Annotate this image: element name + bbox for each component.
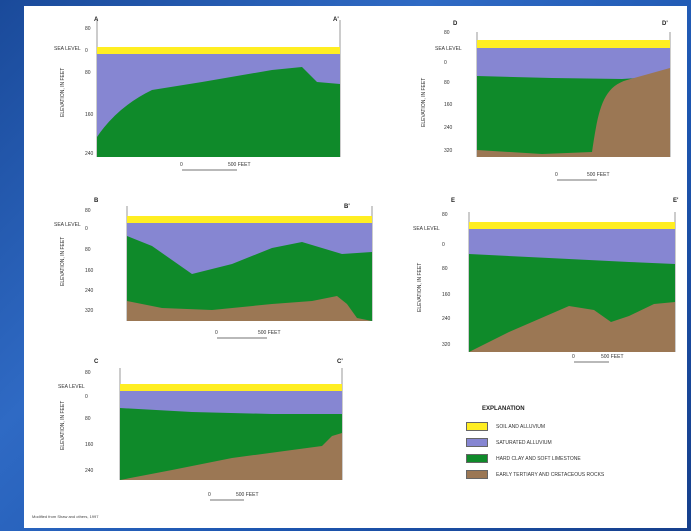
cross-section-d: D D' SEA LEVEL ELEVATION, IN FEET 80 0 8… — [421, 12, 677, 182]
tick-label: 80 — [85, 208, 91, 214]
sea-level-label: SEA LEVEL — [435, 46, 462, 52]
tick-label: 0 — [444, 60, 447, 66]
tick-label: 0 — [85, 394, 88, 400]
tick-label: 80 — [444, 30, 450, 36]
legend-swatch — [466, 454, 488, 463]
legend-label: HARD CLAY AND SOFT LIMESTONE — [496, 456, 581, 462]
tick-label: 80 — [85, 416, 91, 422]
section-start-label: C — [94, 359, 99, 365]
section-start-label: A — [94, 17, 99, 23]
legend-swatch — [466, 422, 488, 431]
section-end-label: D' — [662, 21, 668, 27]
cross-section-b: B B' SEA LEVEL ELEVATION, IN FEET 80 0 8… — [54, 196, 373, 346]
legend-item-limestone: HARD CLAY AND SOFT LIMESTONE — [466, 454, 656, 464]
scale-distance-label: 500 FEET — [228, 162, 251, 168]
scale-distance-label: 500 FEET — [258, 330, 281, 336]
limestone-layer — [127, 236, 372, 321]
tick-label: 240 — [85, 288, 94, 294]
legend-item-bedrock: EARLY TERTIARY AND CRETACEOUS ROCKS — [466, 470, 656, 480]
tick-label: 320 — [444, 148, 453, 154]
legend-swatch — [466, 438, 488, 447]
scale-zero-label: 0 — [180, 162, 183, 168]
tick-label: 240 — [85, 468, 94, 474]
section-end-label: C' — [337, 359, 343, 365]
legend-item-soil: SOIL AND ALLUVIUM — [466, 422, 656, 432]
bedrock-layer — [127, 296, 372, 321]
bedrock-layer — [477, 68, 670, 157]
cross-section-e: E E' SEA LEVEL ELEVATION, IN FEET 80 0 8… — [413, 192, 681, 363]
legend-label: SATURATED ALLUVIUM — [496, 440, 552, 446]
tick-label: 0 — [85, 226, 88, 232]
tick-label: 160 — [85, 268, 94, 274]
tick-label: 160 — [85, 442, 94, 448]
tick-label: 160 — [85, 112, 94, 118]
tick-label: 160 — [444, 102, 453, 108]
tick-label: 80 — [85, 370, 91, 376]
sea-level-label: SEA LEVEL — [413, 226, 440, 232]
soil-layer — [120, 384, 342, 391]
legend-title: EXPLANATION — [482, 406, 525, 412]
elevation-axis-label: ELEVATION, IN FEET — [60, 68, 66, 117]
tick-label: 240 — [442, 316, 451, 322]
scale-distance-label: 500 FEET — [236, 492, 259, 498]
bedrock-layer — [120, 433, 342, 480]
elevation-axis-label: ELEVATION, IN FEET — [417, 263, 423, 312]
tick-label: 80 — [85, 26, 91, 32]
tick-label: 80 — [444, 80, 450, 86]
cross-section-c: C C' SEA LEVEL ELEVATION, IN FEET 80 0 8… — [58, 358, 352, 503]
cross-section-d-graphic: D D' SEA LEVEL ELEVATION, IN FEET 80 0 8… — [421, 21, 671, 181]
limestone-layer — [97, 67, 340, 157]
source-credit: Modified from Shaw and others, 1997 — [32, 514, 99, 519]
scale-zero-label: 0 — [572, 354, 575, 360]
section-start-label: E — [451, 198, 455, 204]
legend-label: EARLY TERTIARY AND CRETACEOUS ROCKS — [496, 472, 605, 478]
elevation-axis-label: ELEVATION, IN FEET — [421, 78, 427, 127]
legend-swatch — [466, 470, 488, 479]
section-start-label: B — [94, 198, 99, 204]
tick-label: 320 — [85, 308, 94, 314]
tick-label: 320 — [442, 342, 451, 348]
scale-distance-label: 500 FEET — [587, 172, 610, 178]
bedrock-layer — [469, 302, 675, 352]
cross-section-a-graphic: A A' SEA LEVEL ELEVATION, IN FEET 80 0 8… — [54, 17, 341, 171]
sea-level-label: SEA LEVEL — [54, 46, 81, 52]
tick-label: 80 — [85, 70, 91, 76]
elevation-axis-label: ELEVATION, IN FEET — [60, 237, 66, 286]
tick-label: 80 — [85, 247, 91, 253]
soil-layer — [477, 40, 670, 48]
soil-layer — [97, 47, 340, 54]
elevation-axis-label: ELEVATION, IN FEET — [60, 401, 66, 450]
soil-layer — [127, 216, 372, 223]
tick-label: 0 — [442, 242, 445, 248]
section-end-label: E' — [673, 198, 679, 204]
cross-section-e-graphic: E E' SEA LEVEL ELEVATION, IN FEET 80 0 8… — [413, 198, 679, 363]
scale-zero-label: 0 — [555, 172, 558, 178]
legend: EXPLANATION SOIL AND ALLUVIUM SATURATED … — [436, 406, 656, 486]
sea-level-label: SEA LEVEL — [54, 222, 81, 228]
cross-section-a: A A' SEA LEVEL ELEVATION, IN FEET 80 0 8… — [54, 12, 342, 182]
section-start-label: D — [453, 21, 458, 27]
tick-label: 240 — [85, 151, 94, 157]
section-end-label: A' — [333, 17, 339, 23]
tick-label: 160 — [442, 292, 451, 298]
tick-label: 240 — [444, 125, 453, 131]
cross-section-b-graphic: B B' SEA LEVEL ELEVATION, IN FEET 80 0 8… — [54, 198, 373, 339]
scale-zero-label: 0 — [208, 492, 211, 498]
legend-label: SOIL AND ALLUVIUM — [496, 424, 545, 430]
slide: A A' SEA LEVEL ELEVATION, IN FEET 80 0 8… — [24, 6, 687, 528]
scale-distance-label: 500 FEET — [601, 354, 624, 360]
scale-zero-label: 0 — [215, 330, 218, 336]
tick-label: 80 — [442, 212, 448, 218]
tick-label: 80 — [442, 266, 448, 272]
soil-layer — [469, 222, 675, 229]
sea-level-label: SEA LEVEL — [58, 384, 85, 390]
section-end-label: B' — [344, 204, 350, 210]
tick-label: 0 — [85, 48, 88, 54]
cross-section-c-graphic: C C' SEA LEVEL ELEVATION, IN FEET 80 0 8… — [58, 359, 343, 501]
legend-item-saturated: SATURATED ALLUVIUM — [466, 438, 656, 448]
